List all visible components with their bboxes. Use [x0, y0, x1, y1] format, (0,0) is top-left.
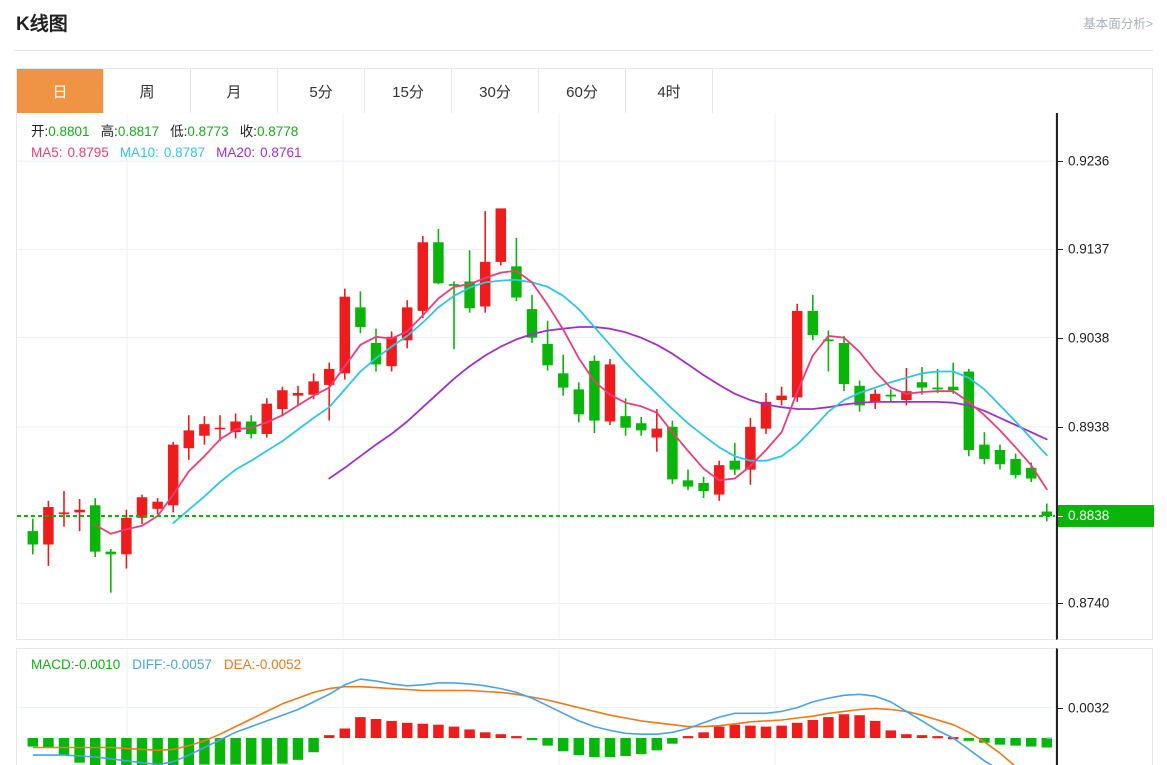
axis-tick: [1058, 337, 1063, 339]
axis-tick: [1058, 249, 1063, 251]
tabbar-filler: [713, 69, 1152, 113]
macd-axis-tick: [1058, 707, 1063, 709]
timeframe-tabbar: 日 周 月 5分 15分 30分 60分 4时: [16, 68, 1153, 114]
candlestick-plot: [17, 113, 1055, 639]
axis-tick: [1058, 426, 1063, 428]
candlestick-chart[interactable]: 开:0.8801 高:0.8817 低:0.8773 收:0.8778 MA5: 0.8…: [16, 113, 1056, 640]
macd-axis-label: 0.0032: [1068, 700, 1110, 716]
macd-axis: 0.0032: [1056, 648, 1153, 765]
header-divider: [14, 50, 1153, 51]
tab-60min[interactable]: 60分: [539, 69, 626, 113]
tab-30min[interactable]: 30分: [452, 69, 539, 113]
page-header: K线图 基本面分析>: [0, 0, 1167, 50]
current-price-badge: 0.8838: [1058, 504, 1154, 527]
macd-plot: [17, 649, 1055, 765]
axis-tick: [1058, 603, 1063, 605]
price-axis-label: 0.8938: [1068, 419, 1110, 435]
price-axis-label: 0.9236: [1068, 153, 1110, 169]
tab-day[interactable]: 日: [17, 69, 104, 113]
page-title: K线图: [16, 14, 68, 35]
tab-month[interactable]: 月: [191, 69, 278, 113]
price-axis-label: 0.9137: [1068, 241, 1110, 257]
current-price-tick: [1058, 515, 1063, 517]
macd-chart[interactable]: MACD:-0.0010 DIFF:-0.0057 DEA:-0.0052: [16, 648, 1056, 765]
price-axis-label: 0.8740: [1068, 595, 1110, 611]
tab-5min[interactable]: 5分: [278, 69, 365, 113]
axis-tick: [1058, 161, 1063, 163]
tab-4hour[interactable]: 4时: [626, 69, 713, 113]
price-axis-label: 0.9038: [1068, 330, 1110, 346]
tab-15min[interactable]: 15分: [365, 69, 452, 113]
fundamental-analysis-link[interactable]: 基本面分析>: [1083, 17, 1153, 31]
tab-week[interactable]: 周: [104, 69, 191, 113]
price-axis: 0.9236 0.9137 0.9038 0.8938 0.8740 0.8838: [1056, 113, 1154, 640]
